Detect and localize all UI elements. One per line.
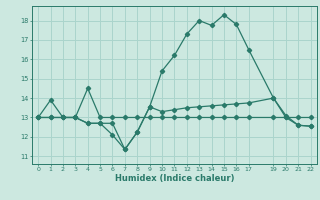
X-axis label: Humidex (Indice chaleur): Humidex (Indice chaleur)	[115, 174, 234, 183]
